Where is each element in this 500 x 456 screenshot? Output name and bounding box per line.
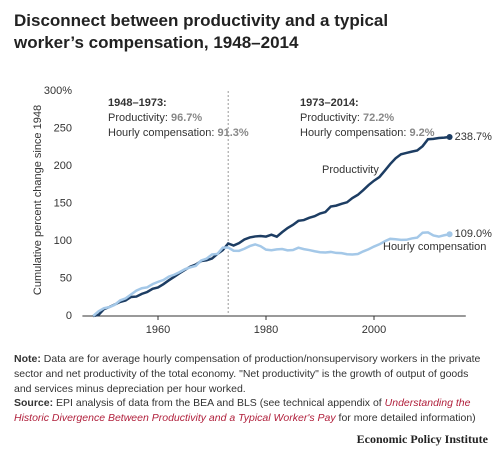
y-tick-label: 50 bbox=[60, 272, 72, 284]
source-text: EPI analysis of data from the BEA and BL… bbox=[56, 397, 382, 409]
annotation-label: Productivity: bbox=[300, 112, 360, 124]
annotation: Hourly compensation: 9.2% bbox=[300, 127, 435, 139]
x-tick-label: 1980 bbox=[254, 324, 278, 336]
series-label: Hourly compensation bbox=[383, 241, 486, 253]
source: Source: EPI analysis of data from the BE… bbox=[14, 396, 484, 426]
annotation-value: 96.7% bbox=[171, 112, 202, 124]
annotation-heading: 1948–1973: bbox=[108, 97, 167, 109]
annotation-label: Productivity: bbox=[108, 112, 168, 124]
y-tick-label: 300% bbox=[44, 85, 72, 97]
annotation: Productivity: 96.7% bbox=[108, 112, 202, 124]
source-label: Source: bbox=[14, 397, 54, 409]
source-text: for more detailed information) bbox=[338, 412, 476, 424]
annotation: Hourly compensation: 91.3% bbox=[108, 127, 249, 139]
y-tick-label: 100 bbox=[54, 235, 72, 247]
annotation: Productivity: 72.2% bbox=[300, 112, 394, 124]
series-label: Productivity bbox=[322, 164, 379, 176]
annotation-value: 72.2% bbox=[363, 112, 394, 124]
footer: Economic Policy Institute bbox=[356, 432, 488, 446]
annotation-value: 91.3% bbox=[217, 127, 248, 139]
y-axis-label: Cumulative percent change since 1948 bbox=[32, 105, 44, 295]
annotation-label: Hourly compensation: bbox=[108, 127, 214, 139]
source-link[interactable]: Understanding the Historic Divergence Be… bbox=[14, 397, 471, 424]
line bbox=[92, 231, 450, 317]
line bbox=[92, 135, 450, 318]
y-tick-label: 200 bbox=[54, 160, 72, 172]
annotation-label: Hourly compensation: bbox=[300, 127, 406, 139]
end-label: 109.0% bbox=[455, 228, 493, 240]
annotation-heading: 1973–2014: bbox=[300, 97, 359, 109]
y-tick-label: 150 bbox=[54, 197, 72, 209]
annotation-value: 9.2% bbox=[409, 127, 434, 139]
y-tick-label: 0 bbox=[66, 310, 72, 322]
x-tick-label: 2000 bbox=[362, 324, 386, 336]
end-label: 238.7% bbox=[455, 131, 493, 143]
note: Note: Data are for average hourly compen… bbox=[14, 352, 484, 397]
chart: Cumulative percent change since 1948 0 50… bbox=[32, 85, 493, 336]
chart-title: Disconnect between productivity and a ty… bbox=[14, 11, 389, 52]
x-tick-label: 1960 bbox=[146, 324, 170, 336]
end-point bbox=[446, 133, 453, 140]
end-point bbox=[446, 231, 453, 238]
note-label: Note: bbox=[14, 353, 41, 365]
y-tick-label: 250 bbox=[54, 122, 72, 134]
note-text: Data are for average hourly compensation… bbox=[14, 353, 481, 395]
